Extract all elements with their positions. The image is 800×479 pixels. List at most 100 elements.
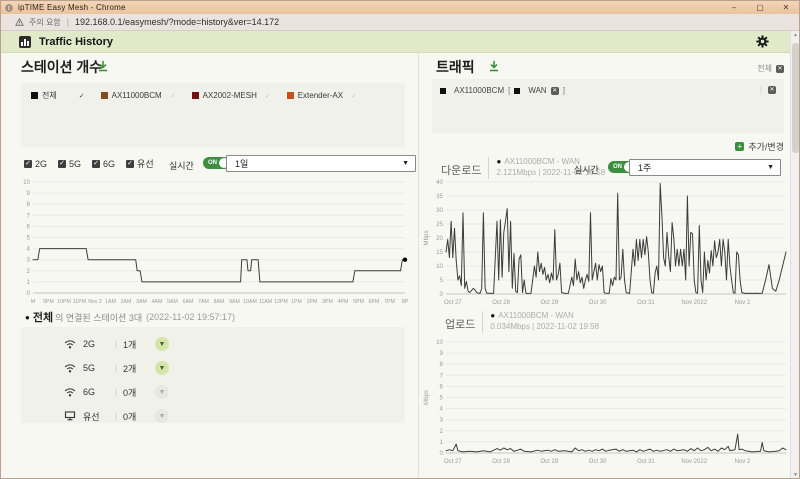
scrollbar-thumb[interactable] xyxy=(792,43,799,153)
band-row-5g: 5G | 2개 ▼ xyxy=(21,356,405,380)
close-button[interactable]: ✕ xyxy=(782,3,790,12)
download-csv-icon[interactable] xyxy=(97,59,109,77)
svg-text:5: 5 xyxy=(440,395,444,402)
svg-text:11PM: 11PM xyxy=(73,299,86,305)
svg-text:6PM: 6PM xyxy=(369,299,380,305)
svg-text:Oct 31: Oct 31 xyxy=(637,300,655,306)
legend-item-ax2002mesh[interactable]: AX2002-MESH ✓ xyxy=(191,91,271,100)
expand-band-button[interactable]: ▼ xyxy=(155,361,169,375)
svg-text:Nov 2: Nov 2 xyxy=(735,459,751,465)
station-summary: ● 전체 의 연결된 스테이션 3대 (2022-11-02 19:57:17) xyxy=(25,312,236,324)
band-row-6g: 6G | 0개 ▼ xyxy=(21,380,405,404)
realtime-toggle[interactable]: ON xyxy=(203,157,230,169)
svg-text:7PM: 7PM xyxy=(384,299,395,305)
expand-band-button[interactable]: ▼ xyxy=(155,337,169,351)
legend-swatch xyxy=(514,87,521,94)
svg-text:3: 3 xyxy=(440,417,444,424)
page-content: 스테이션 개수 전체 ✓ AX11000BCM ✓ xyxy=(1,53,799,478)
legend-swatch xyxy=(191,92,199,99)
security-warning-label[interactable]: 주의 요함 xyxy=(29,17,61,27)
svg-text:4: 4 xyxy=(27,246,31,253)
svg-text:Oct 30: Oct 30 xyxy=(589,300,607,306)
svg-text:3PM: 3PM xyxy=(322,299,333,305)
download-chart: 0 5 10 15 20 25 30 35 40 Oct 27 Oct 28 Oct 29 Oct 30… xyxy=(422,177,790,306)
traffic-period-select[interactable]: 1주 ▼ xyxy=(629,159,781,176)
remove-all-icon[interactable]: ✕ xyxy=(776,64,784,73)
svg-text:Mbps: Mbps xyxy=(423,230,430,245)
svg-text:40: 40 xyxy=(436,179,443,186)
wifi-icon xyxy=(63,339,77,349)
download-csv-icon[interactable] xyxy=(488,59,500,77)
svg-text:1AM: 1AM xyxy=(105,299,116,305)
svg-text:2AM: 2AM xyxy=(121,299,132,305)
upload-rate: 0.034Mbps | 2022-11-02 19:58 xyxy=(490,322,600,331)
svg-text:0: 0 xyxy=(440,450,444,457)
period-select[interactable]: 1일 ▼ xyxy=(226,155,416,172)
svg-text:5PM: 5PM xyxy=(353,299,364,305)
upload-label: 업로드 xyxy=(445,319,476,331)
checkbox-6g[interactable]: ✓ xyxy=(92,159,101,168)
realtime-label: 실시간 xyxy=(169,161,194,171)
svg-text:Nov 2: Nov 2 xyxy=(88,299,102,305)
window-titlebar: ipTIME Easy Mesh - Chrome – ▢ ✕ xyxy=(1,1,799,14)
svg-text:Nov 2022: Nov 2022 xyxy=(681,300,707,306)
svg-text:3: 3 xyxy=(27,257,31,264)
url-text[interactable]: 192.168.0.1/easymesh/?mode=history&ver=1… xyxy=(75,17,280,27)
svg-text:Oct 28: Oct 28 xyxy=(492,459,510,465)
svg-text:4AM: 4AM xyxy=(152,299,163,305)
legend-swatch xyxy=(440,87,446,94)
svg-text:10AM: 10AM xyxy=(243,299,257,305)
svg-text:0: 0 xyxy=(440,291,444,298)
panel-divider xyxy=(418,53,419,478)
legend-swatch xyxy=(31,92,38,99)
warning-icon[interactable] xyxy=(15,18,24,26)
checkbox-wired[interactable]: ✓ xyxy=(126,159,135,168)
legend-swatch xyxy=(286,92,294,99)
divider xyxy=(482,311,484,333)
wifi-icon xyxy=(63,363,77,373)
chevron-down-icon: ▼ xyxy=(767,164,774,171)
svg-text:7: 7 xyxy=(27,212,31,219)
minimize-button[interactable]: – xyxy=(731,3,737,12)
svg-text:0: 0 xyxy=(27,290,31,297)
svg-text:20: 20 xyxy=(436,235,443,242)
expand-band-button[interactable]: ▼ xyxy=(155,409,169,423)
address-bar[interactable]: 주의 요함 | 192.168.0.1/easymesh/?mode=histo… xyxy=(1,14,799,31)
svg-text:5: 5 xyxy=(440,277,444,284)
scroll-up-icon[interactable]: ▲ xyxy=(793,32,798,38)
svg-text:7AM: 7AM xyxy=(198,299,209,305)
station-filter-controls: ✓ 2G ✓ 5G ✓ 6G ✓ 유선 xyxy=(24,158,154,169)
settings-gear-icon[interactable] xyxy=(756,35,769,53)
legend-item-extenderax[interactable]: Extender-AX ✓ xyxy=(286,91,357,100)
svg-text:6AM: 6AM xyxy=(183,299,194,305)
svg-text:Nov 2022: Nov 2022 xyxy=(681,459,707,465)
svg-text:8: 8 xyxy=(27,201,31,208)
remove-wan-icon[interactable]: ✕ xyxy=(550,86,559,95)
maximize-button[interactable]: ▢ xyxy=(756,3,764,12)
checkbox-2g[interactable]: ✓ xyxy=(24,159,32,168)
svg-text:10: 10 xyxy=(436,339,443,346)
legend-item-ax11000bcm[interactable]: AX11000BCM ✓ xyxy=(100,91,176,100)
svg-text:5AM: 5AM xyxy=(167,299,178,305)
svg-text:2: 2 xyxy=(27,268,31,275)
expand-band-button[interactable]: ▼ xyxy=(155,385,169,399)
scroll-down-icon[interactable]: ▼ xyxy=(793,472,798,478)
download-series: AX11000BCM - WAN xyxy=(504,157,580,166)
svg-text:9AM: 9AM xyxy=(229,299,240,305)
remove-series-icon[interactable]: ✕ xyxy=(768,85,776,94)
svg-text:Oct 27: Oct 27 xyxy=(444,459,462,465)
svg-text:M: M xyxy=(31,299,35,305)
svg-text:9: 9 xyxy=(440,350,444,357)
legend-item-all[interactable]: 전체 ✓ xyxy=(31,90,85,101)
traffic-legend-box: AX11000BCM [ WAN ✕ ] | ✕ xyxy=(432,79,784,133)
station-count-panel: 스테이션 개수 전체 ✓ AX11000BCM ✓ xyxy=(11,53,416,478)
add-change-button[interactable]: + 추가/변경 xyxy=(735,140,784,153)
checkbox-5g[interactable]: ✓ xyxy=(58,159,67,168)
traffic-title: 트래픽 xyxy=(436,59,475,75)
check-icon: ✓ xyxy=(351,92,357,100)
globe-icon xyxy=(5,3,13,12)
wired-icon xyxy=(63,411,77,421)
realtime-label: 실시간 xyxy=(574,165,599,175)
svg-text:6: 6 xyxy=(440,383,444,390)
page-scrollbar: ▲ ▼ xyxy=(790,31,799,478)
